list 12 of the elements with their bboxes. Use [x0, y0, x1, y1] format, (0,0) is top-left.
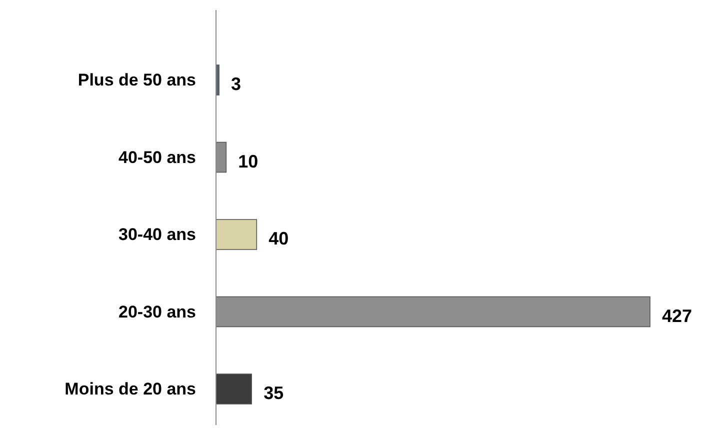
y-tick-label: Plus de 50 ans	[78, 70, 196, 90]
y-tick-label: 30-40 ans	[118, 225, 196, 244]
data-label: 35	[264, 383, 284, 403]
bar	[216, 219, 258, 250]
data-label: 40	[268, 228, 289, 248]
y-tick-label: 40-50 ans	[118, 148, 196, 167]
data-label: 10	[238, 151, 258, 172]
data-label: 427	[662, 306, 692, 326]
data-label: 3	[231, 74, 242, 94]
y-tick-label: 20-30 ans	[118, 302, 196, 322]
bar	[216, 374, 252, 404]
y-tick-label: Moins de 20 ans	[64, 380, 196, 398]
